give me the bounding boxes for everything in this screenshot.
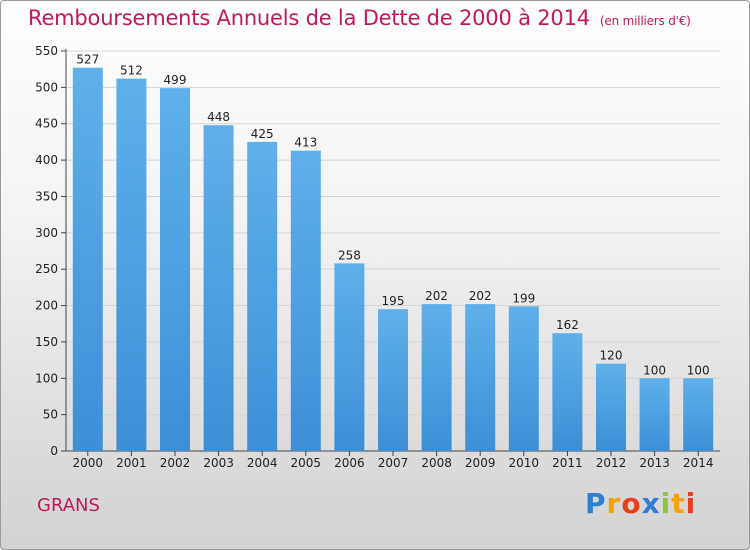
y-tick-label: 300	[35, 226, 58, 240]
x-tick-label: 2001	[116, 456, 147, 470]
x-tick-label: 2009	[465, 456, 496, 470]
x-tick-label: 2014	[683, 456, 714, 470]
x-tick-label: 2006	[334, 456, 365, 470]
brand-logo-letter: r	[606, 487, 622, 520]
bar	[290, 150, 321, 452]
brand-logo-letter: t	[671, 487, 686, 520]
y-tick-label: 450	[35, 117, 58, 131]
place-name: GRANS	[37, 495, 100, 516]
bar	[639, 378, 670, 451]
x-tick-label: 2010	[509, 456, 540, 470]
brand-logo-letter: P	[585, 487, 607, 520]
x-tick-label: 2008	[421, 456, 452, 470]
brand-logo: Proxiti	[585, 487, 696, 520]
brand-logo-letter: o	[621, 487, 642, 520]
bar	[334, 263, 365, 451]
value-label: 195	[382, 294, 405, 308]
bar	[421, 304, 452, 451]
bar	[596, 363, 626, 451]
y-tick-label: 200	[35, 299, 58, 313]
value-label: 448	[207, 110, 230, 124]
bar	[116, 78, 147, 452]
y-tick-label: 150	[35, 335, 58, 349]
bar	[160, 88, 190, 451]
bar	[465, 304, 496, 451]
brand-logo-letter: i	[685, 487, 697, 520]
value-label: 527	[76, 53, 99, 67]
x-tick-label: 2002	[160, 456, 191, 470]
x-tick-label: 2007	[378, 456, 409, 470]
chart-subtitle: (en milliers d'€)	[599, 14, 691, 28]
x-tick-label: 2013	[639, 456, 670, 470]
value-label: 425	[251, 127, 274, 141]
x-tick-label: 2003	[203, 456, 234, 470]
y-tick-label: 550	[35, 44, 58, 58]
bar	[72, 67, 103, 452]
value-label: 120	[600, 349, 623, 363]
y-tick-label: 500	[35, 80, 58, 94]
value-label: 202	[425, 289, 448, 303]
x-tick-label: 2004	[247, 456, 278, 470]
value-label: 258	[338, 248, 361, 262]
y-tick-label: 50	[43, 408, 58, 422]
value-label: 199	[512, 291, 535, 305]
value-label: 413	[294, 136, 317, 150]
value-label: 162	[556, 318, 579, 332]
bar	[683, 378, 714, 451]
brand-logo-letter: i	[660, 487, 672, 520]
bar	[247, 141, 278, 451]
value-label: 499	[164, 73, 187, 87]
bar	[203, 125, 234, 451]
y-tick-label: 400	[35, 153, 58, 167]
y-tick-label: 0	[50, 444, 58, 458]
value-label: 100	[687, 363, 710, 377]
brand-logo-letter: x	[641, 487, 661, 520]
x-tick-label: 2005	[291, 456, 322, 470]
x-tick-label: 2000	[73, 456, 104, 470]
y-tick-label: 350	[35, 189, 58, 203]
x-tick-label: 2012	[596, 456, 627, 470]
value-label: 202	[469, 289, 492, 303]
bar	[508, 306, 539, 451]
y-tick-label: 100	[35, 371, 58, 385]
x-tick-label: 2011	[552, 456, 583, 470]
y-tick-label: 250	[35, 262, 58, 276]
chart-title: Remboursements Annuels de la Dette de 20…	[28, 6, 691, 30]
value-label: 100	[643, 363, 666, 377]
bar	[378, 309, 408, 451]
value-label: 512	[120, 64, 143, 78]
bar	[552, 333, 583, 451]
